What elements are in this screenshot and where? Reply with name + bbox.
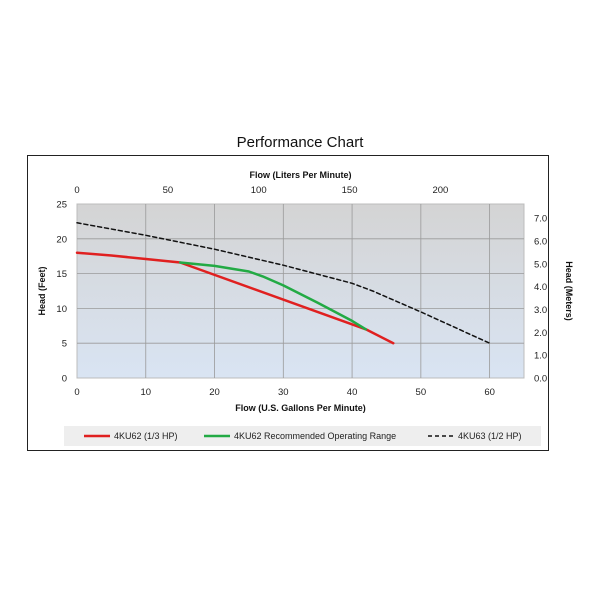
y-tick-label: 10 xyxy=(56,304,67,315)
legend-entries: 4KU62 (1/3 HP) 4KU62 Recommended Operatin… xyxy=(84,431,522,441)
y2-axis-label: Head (Meters) xyxy=(564,261,574,321)
x2-tick-label: 100 xyxy=(251,185,267,196)
legend-label-1: 4KU62 (1/3 HP) xyxy=(114,431,178,441)
x-tick-label: 30 xyxy=(278,387,289,398)
axis-ticks: 0 10 20 30 40 50 60 0 5 10 15 20 25 0 50 100 150 200 0.0 1.… xyxy=(56,185,547,398)
y2-tick-label: 0.0 xyxy=(534,374,547,385)
y2-tick-label: 4.0 xyxy=(534,282,547,293)
series-line-2 xyxy=(178,261,368,331)
x-tick-label: 50 xyxy=(416,387,427,398)
y-axis-label: Head (Feet) xyxy=(37,266,47,315)
y2-tick-label: 3.0 xyxy=(534,305,547,316)
chart-title: Performance Chart xyxy=(236,134,364,151)
y-tick-label: 5 xyxy=(62,339,67,350)
y-tick-label: 15 xyxy=(56,269,67,280)
x-tick-label: 40 xyxy=(347,387,358,398)
plot-area xyxy=(76,203,525,379)
y-tick-label: 25 xyxy=(56,200,67,211)
y-tick-label: 20 xyxy=(56,234,67,245)
x2-tick-label: 150 xyxy=(342,185,358,196)
x2-tick-label: 0 xyxy=(74,185,79,196)
series-line-1 xyxy=(75,251,395,345)
y2-tick-label: 1.0 xyxy=(534,351,547,362)
x-tick-label: 20 xyxy=(209,387,220,398)
y2-tick-label: 2.0 xyxy=(534,328,547,339)
y2-tick-label: 7.0 xyxy=(534,214,547,225)
x2-tick-label: 200 xyxy=(432,185,448,196)
grid-lines xyxy=(77,204,524,378)
legend-label-3: 4KU63 (1/2 HP) xyxy=(458,431,522,441)
legend-label-2: 4KU62 Recommended Operating Range xyxy=(234,431,396,441)
series-lines xyxy=(75,222,491,345)
x-axis-label: Flow (U.S. Gallons Per Minute) xyxy=(235,403,366,413)
x2-axis-label: Flow (Liters Per Minute) xyxy=(249,170,351,180)
series-line-3 xyxy=(76,222,491,344)
x2-tick-label: 50 xyxy=(163,185,174,196)
y2-tick-label: 5.0 xyxy=(534,259,547,270)
x-tick-label: 60 xyxy=(484,387,495,398)
legend xyxy=(64,426,541,446)
x-tick-label: 0 xyxy=(74,387,79,398)
x-tick-label: 10 xyxy=(140,387,151,398)
y-tick-label: 0 xyxy=(62,374,67,385)
y2-tick-label: 6.0 xyxy=(534,236,547,247)
